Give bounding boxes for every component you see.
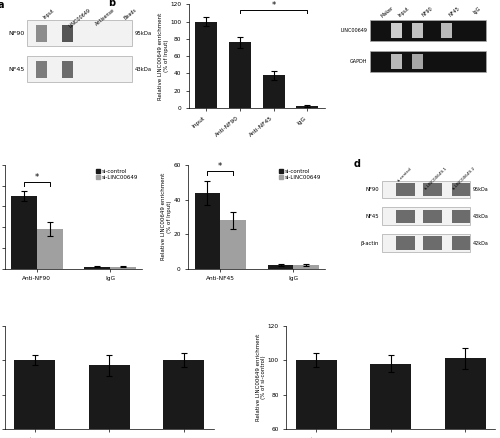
Text: NF45: NF45 [366,214,379,219]
Text: b: b [108,0,115,8]
Text: *: * [34,173,39,182]
Bar [294,265,319,268]
Bar [28,56,132,82]
Text: *: * [218,162,222,171]
Text: 42kDa: 42kDa [473,241,488,246]
Text: Beads: Beads [122,7,138,21]
Bar [396,183,415,196]
Bar [262,75,284,108]
Text: 43kDa: 43kDa [473,214,488,219]
Bar [370,20,486,41]
Y-axis label: Relative LINC00649 enrichment
(% of Input): Relative LINC00649 enrichment (% of Inpu… [161,173,172,261]
Text: NF90: NF90 [366,187,379,192]
Text: 43kDa: 43kDa [134,67,152,72]
Text: si-LINC00649-2: si-LINC00649-2 [452,166,476,191]
Text: a: a [0,0,4,10]
Bar [424,183,442,196]
Bar [452,183,470,196]
Bar [28,20,132,46]
Bar [62,61,73,78]
Text: si-LINC00649-1: si-LINC00649-1 [424,166,448,191]
Bar [110,267,136,268]
Bar [11,196,37,268]
Y-axis label: Relative LINC00649 enrichment
(% of Input): Relative LINC00649 enrichment (% of Inpu… [158,13,169,100]
Text: Input: Input [398,5,410,18]
Text: Input: Input [42,7,56,20]
Bar [424,209,442,223]
Legend: si-control, si-LINC00649: si-control, si-LINC00649 [278,168,322,181]
Bar [390,53,402,69]
Bar [37,229,62,268]
Bar [62,25,73,42]
Bar [452,237,470,250]
Bar [163,360,204,438]
Bar [268,265,293,268]
Bar [382,234,470,252]
Text: NF90: NF90 [420,5,434,18]
Text: *: * [272,1,276,11]
Bar [412,53,423,69]
Bar [195,21,217,108]
Bar [220,220,246,268]
Text: d: d [353,159,360,169]
Bar [390,22,402,38]
Bar [194,193,220,268]
Text: Maker: Maker [380,5,394,19]
Text: 95kDa: 95kDa [473,187,488,192]
Bar [396,237,415,250]
Bar [444,358,486,438]
Text: IgG: IgG [472,5,482,14]
Text: NF45: NF45 [8,67,24,72]
Text: NF90: NF90 [8,31,24,36]
Bar [452,209,470,223]
Bar [412,22,423,38]
Text: LINC00649: LINC00649 [341,28,367,33]
Text: β-actin: β-actin [360,241,379,246]
Bar [296,106,318,108]
Bar [36,61,48,78]
Bar [229,42,251,108]
Text: Antisense: Antisense [94,7,116,27]
Bar [396,209,415,223]
Text: NF45: NF45 [448,5,460,18]
Y-axis label: Relative LINC00649 enrichment
(% of si-control): Relative LINC00649 enrichment (% of si-c… [256,334,266,421]
Bar [382,180,470,198]
Bar [296,360,337,438]
Bar [441,22,452,38]
Bar [89,365,130,438]
Text: si-control: si-control [396,166,412,182]
Bar [84,267,110,268]
Bar [36,25,48,42]
Bar [370,364,411,438]
Text: LINC00649: LINC00649 [68,7,92,28]
Bar [370,51,486,72]
Text: 95kDa: 95kDa [134,31,152,36]
Legend: si-control, si-LINC00649: si-control, si-LINC00649 [94,168,139,181]
Bar [14,360,56,438]
Bar [382,208,470,225]
Bar [424,237,442,250]
Text: GAPDH: GAPDH [350,59,368,64]
